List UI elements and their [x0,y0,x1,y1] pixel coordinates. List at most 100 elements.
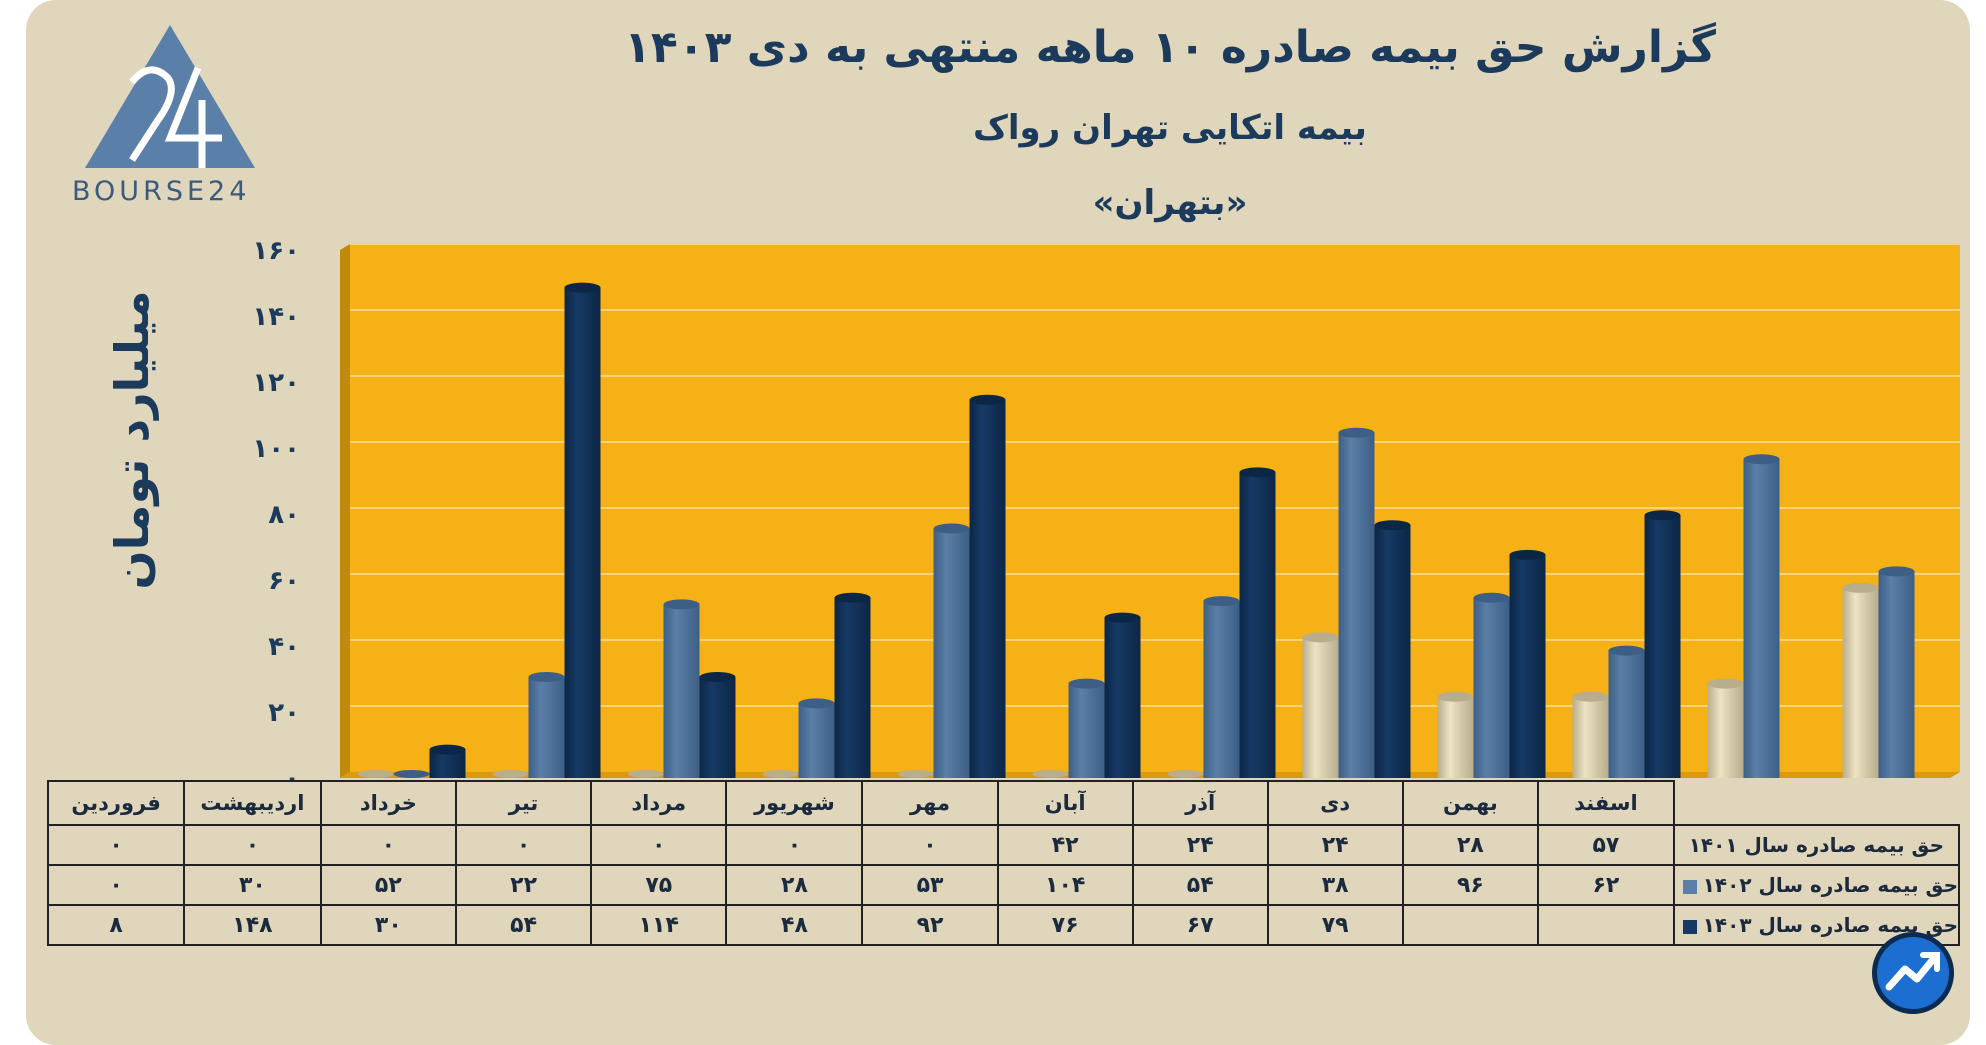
bar-cap [1707,678,1744,689]
table-cell: ۱۴۸ [183,904,322,946]
plot-side-wall [340,244,350,778]
series-label: حق بیمه صادره سال ۱۴۰۱ [1672,824,1961,866]
legend-swatch [1682,919,1697,934]
table-cell: ۳۰ [183,864,322,906]
series-label: حق بیمه صادره سال ۱۴۰۳ [1672,904,1961,946]
bar-cap [699,672,736,682]
bar-cap [834,592,871,603]
bar-cap [1338,427,1375,438]
bar-0-4 [897,770,934,778]
table-cell: ۰ [319,824,458,866]
chart-subtitle: بیمه اتکایی تهران رواک [973,108,1367,148]
table-cell: ۵۴ [1131,864,1269,906]
table-cell: ۰ [183,824,322,866]
table-header-row: اسفند بهمن دی آذر آبان مهر شهریور مرداد تیر خرداد… [46,780,1959,826]
bar-0-6 [1167,770,1204,778]
bar-2-5 [1104,617,1141,778]
bar-cap [1743,454,1780,465]
bar-1-7 [1338,432,1375,778]
bar-cap [1239,467,1276,478]
table-cell: ۱۱۴ [590,904,728,946]
series-name: حق بیمه صادره سال ۱۴۰۳ [1702,913,1958,937]
table-cell [1401,904,1540,946]
bar-1-3 [798,703,835,778]
month-header: فروردین [46,780,186,826]
bar-0-1 [492,770,529,778]
table-cell: ۲۲ [455,864,593,906]
bar-cap [1878,566,1915,577]
table-cell: ۹۶ [1401,864,1540,906]
plot-floor [340,772,1960,778]
bar-1-8 [1473,597,1510,778]
y-tick-label: ۶۰ [268,566,300,596]
table-cell: ۲۴ [1131,824,1269,866]
y-tick-label: ۱۴۰ [252,302,300,332]
bar-1-1 [528,677,565,778]
bar-cap [1374,520,1411,531]
bar-cap [933,523,970,534]
table-cell: ۵۳ [861,864,999,906]
month-header: آبان [996,780,1134,826]
bar-0-5 [1032,770,1069,778]
month-header: مرداد [590,780,728,826]
bar-2-3 [834,597,871,778]
data-table: اسفند بهمن دی آذر آبان مهر شهریور مرداد تیر خرداد… [46,780,1961,946]
bar-1-5 [1068,683,1105,778]
series-name: حق بیمه صادره سال ۱۴۰۱ [1688,833,1944,857]
bar-cap [1608,645,1645,656]
bar-cap [1104,612,1141,623]
table-corner [1674,781,1959,825]
bar-0-7 [1302,637,1339,778]
bar-2-6 [1239,472,1276,778]
table-cell: ۰ [725,824,864,866]
bar-1-0 [393,770,430,778]
series-name: حق بیمه صادره سال ۱۴۰۲ [1702,873,1958,897]
bar-0-9 [1572,696,1609,778]
table-cell: ۴۸ [725,904,864,946]
bar-cap [528,672,565,682]
bar-1-10 [1743,459,1780,778]
bar-cap [1644,510,1681,521]
bar-0-10 [1707,683,1744,778]
bar-cap [1302,632,1339,643]
table-row: حق بیمه صادره سال ۱۴۰۱ ۵۷ ۲۸ ۲۴ ۲۴ ۴۲ ۰ ۰ ۰ ۰ ۰ ۰ ۰ [46,824,1961,866]
bar-1-6 [1203,601,1240,778]
table-cell: ۲۴ [1266,824,1404,866]
series-label: حق بیمه صادره سال ۱۴۰۲ [1672,864,1961,906]
bar-cap [1509,549,1546,560]
y-tick-label: ۴۰ [268,632,300,662]
table-cell: ۵۲ [319,864,458,906]
table-cell: ۷۶ [996,904,1134,946]
bar-0-11 [1842,587,1879,778]
bar-1-9 [1608,650,1645,778]
y-tick-label: ۱۰۰ [252,434,300,464]
company-ticker: «بتهران» [1092,183,1248,223]
bar-cap [1437,691,1474,702]
bar-0-2 [627,770,664,778]
bourse24-logo [70,20,270,210]
table-cell: ۲۸ [725,864,864,906]
bar-1-4 [933,528,970,778]
bar-cap [1203,596,1240,607]
table-cell: ۴۲ [996,824,1134,866]
bar-cap [663,599,700,610]
table-cell: ۳۰ [319,904,458,946]
table-cell: ۸ [46,904,186,946]
bar-1-2 [663,604,700,778]
table-cell [1537,904,1675,946]
table-cell: ۰ [590,824,728,866]
y-tick-label: ۸۰ [268,500,300,530]
table-cell: ۷۹ [1266,904,1404,946]
trend-arrow-icon [1872,932,1954,1014]
table-cell: ۰ [46,864,186,906]
bar-2-8 [1509,554,1546,778]
table-cell: ۵۷ [1537,824,1675,866]
bar-2-9 [1644,515,1681,778]
logo-text: BOURSE24 [72,176,251,207]
y-tick-label: ۱۲۰ [252,368,300,398]
bar-2-1 [564,287,601,778]
bar-cap [1842,582,1879,593]
bar-2-4 [969,399,1006,778]
bar-2-7 [1374,525,1411,778]
month-header: آذر [1131,780,1269,826]
